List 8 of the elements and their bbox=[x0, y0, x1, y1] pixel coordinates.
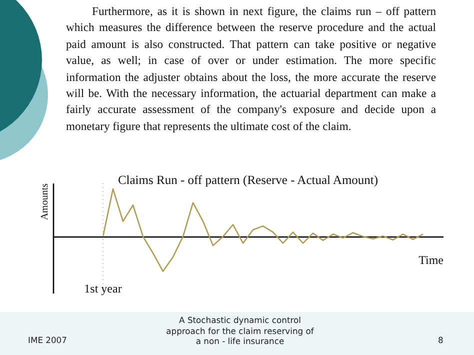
y-axis-title: Amounts bbox=[40, 183, 50, 220]
text: A Stochastic dynamic control approach for the claim reserving of a non - life insurance bbox=[165, 315, 315, 346]
text: 8 bbox=[438, 335, 444, 345]
text: 1st year bbox=[84, 282, 122, 296]
x-axis-title: Time bbox=[418, 253, 444, 268]
text: Furthermore, as it is shown in next figure, the claims run – off pattern which measures the difference between the reserve procedure and the actual paid amount is also constructed. That pattern can take positive or negative value, as well; in case of over or under estimation. The more specific information the adjuster obtains about the loss, the more accurate the reserve will be. With the necessary information, the actuarial department can make a fairly accurate assessment of the company's exposure and decide upon a monetary figure that represents the ultimate cost of the claim. bbox=[66, 4, 436, 135]
chart-title: Claims Run - off pattern (Reserve - Actual Amount) bbox=[118, 173, 378, 187]
text: IME 2007 bbox=[28, 335, 67, 345]
